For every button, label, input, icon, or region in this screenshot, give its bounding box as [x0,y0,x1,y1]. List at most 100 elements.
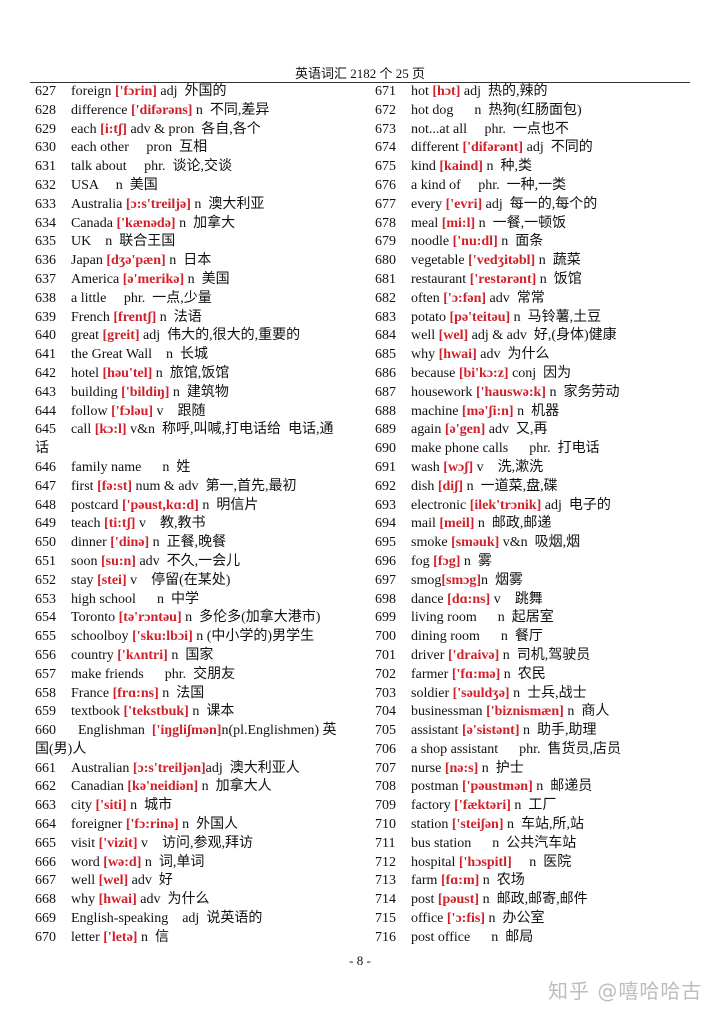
entry-definition-continuation: 国(男)人 [35,741,87,757]
vocab-entry: 663 city ['siti] n 城市 [35,797,365,816]
entry-word: letter [71,929,104,945]
entry-definition: phr. 一点也不 [484,121,569,137]
entry-word: follow [71,403,112,419]
entry-phonetic: ['sku:lbɔi] [132,629,193,645]
entry-phonetic: ['biznismæn] [486,704,564,720]
entry-number: 705 [375,723,396,739]
entry-definition: n 起居室 [497,610,554,626]
entry-number: 638 [35,290,56,306]
vocab-entry: 659 textbook ['tekstbuk] n 课本 [35,703,365,722]
entry-number: 629 [35,121,56,137]
entry-definition: n 信 [137,929,169,945]
entry-word: dinner [71,535,111,551]
entry-phonetic: [kə'neidiən] [127,779,199,795]
entry-number: 693 [375,497,396,513]
vocab-entry: 627 foreign ['fɔrin] adj 外国的 [35,83,365,102]
entry-number: 642 [35,365,56,381]
entry-definition: adj 澳大利亚人 [205,760,300,776]
entry-word: city [71,798,96,814]
vocab-entry: 661 Australian [ɔ:s'treiljən]adj 澳大利亚人 [35,760,365,779]
entry-word: housework [411,384,476,400]
vocab-entry: 668 why [hwai] adv 为什么 [35,891,365,910]
vocab-entry: 648 postcard ['pəust,kɑ:d] n 明信片 [35,497,365,516]
entry-number: 672 [375,102,396,118]
entry-word: word [71,854,104,870]
vocab-entry: 630 each other pron 互相 [35,139,365,158]
entry-phonetic: [wɔʃ] [443,459,474,475]
entry-definition: v 跳舞 [490,591,543,607]
entry-definition: n 马铃薯,土豆 [510,309,602,325]
vocab-entry: 705 assistant [ə'sistənt] n 助手,助理 [375,722,705,741]
vocab-entry: 639 French [frentʃ] n 法语 [35,309,365,328]
vocab-entry: 644 follow ['fɔləu] v 跟随 [35,403,365,422]
vocab-entry: 682 often ['ɔ:fən] adv 常常 [375,290,705,309]
entry-number: 709 [375,798,396,814]
entry-phonetic: [smɔg] [441,572,481,588]
entry-number: 676 [375,177,396,193]
entry-definition: n 家务劳动 [545,384,620,400]
entry-definition: phr. 售货员,店员 [519,741,621,757]
vocab-entry: 704 businessman ['biznismæn] n 商人 [375,703,705,722]
entry-phonetic: [fə:st] [97,478,133,494]
entry-phonetic: ['dinə] [110,535,150,551]
entry-phonetic: ['ɔ:fən] [443,290,487,306]
vocab-entry: 662 Canadian [kə'neidiən] n 加拿大人 [35,778,365,797]
entry-number: 648 [35,497,56,513]
vocab-entry: 654 Toronto [tə'rɔntəu] n 多伦多(加拿大港市) [35,609,365,628]
entry-definition: adj 外国的 [156,84,227,99]
entry-number: 706 [375,741,396,757]
entry-number: 682 [375,290,396,306]
vocab-entry: 641 the Great Wall n 长城 [35,346,365,365]
entry-word: why [71,892,99,908]
entry-phonetic: [nə:s] [444,760,479,776]
entry-definition: n 公共汽车站 [492,835,577,851]
entry-number: 661 [35,760,56,776]
entry-word: English-speaking [71,911,183,927]
entry-word: electronic [411,497,470,513]
entry-number: 696 [375,553,396,569]
vocab-entry: 685 why [hwai] adv 为什么 [375,346,705,365]
entry-number: 651 [35,553,56,569]
entry-definition: n (中小学的)男学生 [192,629,315,645]
vocab-entry: 649 teach [ti:tʃ] v 教,教书 [35,515,365,534]
entry-number: 675 [375,159,396,175]
entry-number: 692 [375,478,396,494]
vocab-entry: 665 visit ['vizit] v 访问,参观,拜访 [35,835,365,854]
entry-definition: n 面条 [497,234,544,250]
entry-phonetic: [ɔ:s'treiljən] [132,760,206,776]
entry-number: 674 [375,140,396,156]
entry-word: Toronto [71,610,119,626]
entry-phonetic: [dʒə'pæn] [106,253,166,269]
entry-definition: pron 互相 [146,140,208,156]
entry-definition: adv 又,再 [485,422,548,438]
vocab-entry: 693 electronic [ilek'trɔnik] adj 电子的 [375,497,705,516]
entry-phonetic: ['fɔrin] [114,84,157,99]
entry-number: 690 [375,441,396,457]
vocab-entry: 650 dinner ['dinə] n 正餐,晚餐 [35,534,365,553]
entry-definition: n 商人 [563,704,610,720]
entry-phonetic: [su:n] [100,553,136,569]
entry-word: Canada [71,215,117,231]
entry-phonetic: ['restərənt] [469,271,537,287]
entry-definition: n 外国人 [178,817,239,833]
entry-number: 655 [35,629,56,645]
entry-definition: n 医院 [511,854,572,870]
entry-definition: adv 好 [128,873,173,889]
entry-word: a little [71,290,124,306]
entry-word: station [411,817,452,833]
vocab-entry: 653 high school n 中学 [35,591,365,610]
entry-number: 631 [35,159,56,175]
entry-phonetic: [meil] [439,516,475,532]
vocab-column-right: 671 hot [hɔt] adj 热的,辣的 672 hot dog n 热狗(红肠… [375,83,705,948]
vocab-entry: 703 soldier ['səuldʒə] n 士兵,战士 [375,685,705,704]
vocab-entry: 647 first [fə:st] num & adv 第一,首先,最初 [35,478,365,497]
entry-number: 685 [375,347,396,363]
vocab-entry: 715 office ['ɔ:fis] n 办公室 [375,910,705,929]
vocab-entry: 664 foreigner ['fɔ:rinə] n 外国人 [35,816,365,835]
entry-definition: n 词,单词 [141,854,205,870]
entry-word: schoolboy [71,629,133,645]
entry-number: 681 [375,271,396,287]
entry-number: 704 [375,704,396,720]
vocab-entry: 657 make friends phr. 交朋友 [35,666,365,685]
vocab-entry: 709 factory ['fæktəri] n 工厂 [375,797,705,816]
